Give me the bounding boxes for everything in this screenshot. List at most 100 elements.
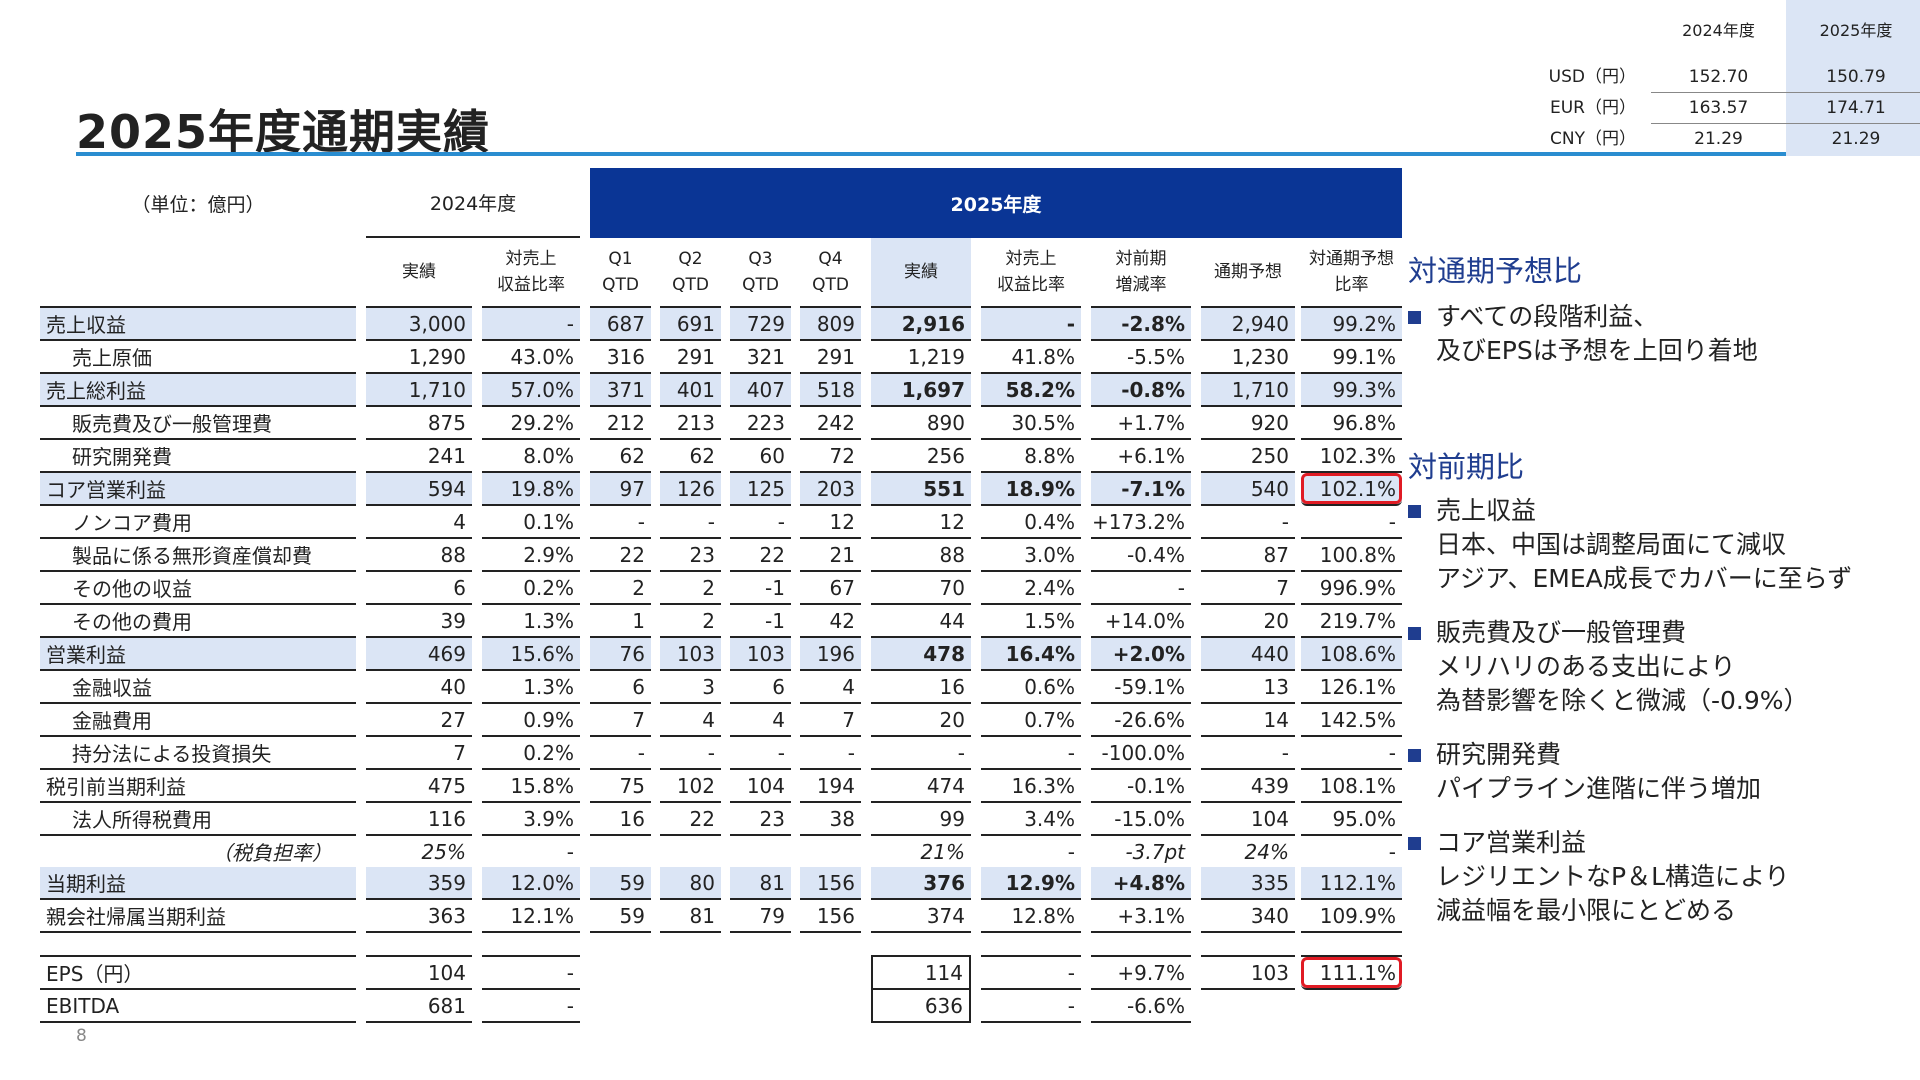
cell-q1: 371 xyxy=(590,374,651,407)
fx-row-cny: CNY（円） 21.29 21.29 xyxy=(1536,124,1920,154)
row-label: 売上収益 xyxy=(40,308,356,341)
cell-q4: 42 xyxy=(800,605,861,638)
cell-q1: 687 xyxy=(590,308,651,341)
cell-vf: 100.8% xyxy=(1301,539,1402,572)
cell-q2: 22 xyxy=(660,803,721,836)
cell-q1: 59 xyxy=(590,900,651,933)
cell-q3: - xyxy=(730,737,791,770)
cell-r25: 3.4% xyxy=(981,803,1081,836)
cell-vf xyxy=(1301,990,1402,1023)
cell-fc: - xyxy=(1201,506,1295,539)
heading-vs-prior-year: 対前期比 xyxy=(1408,450,1525,484)
cell-q1: 22 xyxy=(590,539,651,572)
row-label: EPS（円） xyxy=(40,957,356,990)
row-label: 研究開発費 xyxy=(40,440,356,473)
cell-q1: 316 xyxy=(590,341,651,374)
cell-r24: - xyxy=(482,957,580,990)
cell-fc: 1,230 xyxy=(1201,341,1295,374)
cell-q2: 80 xyxy=(660,867,721,900)
row-label: （税負担率） xyxy=(212,841,332,865)
cell-vf: 142.5% xyxy=(1301,704,1402,737)
fx-header-row: 2024年度 2025年度 xyxy=(1536,16,1920,46)
cell-q4: 203 xyxy=(800,473,861,506)
bullet-rnd: 研究開発費 パイプライン進階に伴う増加 xyxy=(1408,738,1761,806)
cell-vf: 96.8% xyxy=(1301,407,1402,440)
cell-r25: 1.5% xyxy=(981,605,1081,638)
cell-r24: 12.1% xyxy=(482,900,580,933)
cell-a25: 21% xyxy=(871,836,971,867)
cell-fc xyxy=(1201,990,1295,1023)
bullet-square-icon xyxy=(1408,627,1421,640)
cell-r24: 0.9% xyxy=(482,704,580,737)
cell-yoy: - xyxy=(1091,572,1191,605)
cell-q1 xyxy=(590,836,651,867)
cell-r24: 2.9% xyxy=(482,539,580,572)
cell-a24: 475 xyxy=(366,770,472,803)
cell-r25: 12.8% xyxy=(981,900,1081,933)
cell-q3: 22 xyxy=(730,539,791,572)
cell-yoy: +4.8% xyxy=(1091,867,1191,900)
table-row: 売上原価 1,290 43.0% 316 291 321 291 1,219 41.8% -5.5… xyxy=(40,341,1402,374)
cell-empty xyxy=(590,957,651,990)
cell-r24: 15.8% xyxy=(482,770,580,803)
cell-a24: 7 xyxy=(366,737,472,770)
cell-r24: 3.9% xyxy=(482,803,580,836)
cell-q4: 242 xyxy=(800,407,861,440)
table-row: 営業利益 469 15.6% 76 103 103 196 478 16.4% +2.0% 440 1… xyxy=(40,638,1402,671)
cell-r25: 41.8% xyxy=(981,341,1081,374)
cell-yoy: -0.1% xyxy=(1091,770,1191,803)
row-label: 営業利益 xyxy=(40,638,356,671)
table-row: 販売費及び一般管理費 875 29.2% 212 213 223 242 890 30.5% +1… xyxy=(40,407,1402,440)
cell-vf: 99.1% xyxy=(1301,341,1402,374)
cell-r25: - xyxy=(981,737,1081,770)
cell-vf: 112.1% xyxy=(1301,867,1402,900)
cell-fc: 920 xyxy=(1201,407,1295,440)
cell-q2: 2 xyxy=(660,605,721,638)
cell-q2: 62 xyxy=(660,440,721,473)
cell-a25: 256 xyxy=(871,440,971,473)
table-row: 親会社帰属当期利益 363 12.1% 59 81 79 156 374 12.8% +3.1% 3… xyxy=(40,900,1402,933)
cell-a24: 363 xyxy=(366,900,472,933)
cell-empty xyxy=(800,990,861,1023)
cell-yoy: -0.8% xyxy=(1091,374,1191,407)
cell-q2: 126 xyxy=(660,473,721,506)
cell-q3: 104 xyxy=(730,770,791,803)
col-actual-2024: 実績 xyxy=(366,238,472,308)
col-q2: Q2 QTD xyxy=(660,238,721,308)
cell-r25: - xyxy=(981,990,1081,1023)
fx-label: CNY（円） xyxy=(1550,129,1636,149)
cell-a24: 359 xyxy=(366,867,472,900)
row-label: 金融収益 xyxy=(40,671,356,704)
cell-q4: 518 xyxy=(800,374,861,407)
table-row: ノンコア費用 4 0.1% - - -12 12 0.4% +173.2% - - xyxy=(40,506,1402,539)
cell-vf: - xyxy=(1301,506,1402,539)
cell-a25: 478 xyxy=(871,638,971,671)
cell-yoy: -100.0% xyxy=(1091,737,1191,770)
cell-a24: 40 xyxy=(366,671,472,704)
row-label: 製品に係る無形資産償却費 xyxy=(40,539,356,572)
cell-q4: 67 xyxy=(800,572,861,605)
cell-vf: 99.2% xyxy=(1301,308,1402,341)
cell-q4: 38 xyxy=(800,803,861,836)
cell-q1: 16 xyxy=(590,803,651,836)
cell-a24: 875 xyxy=(366,407,472,440)
cell-q4: 156 xyxy=(800,900,861,933)
bullet-revenue: 売上収益 日本、中国は調整局面にて減収 アジア、EMEA成長でカバーに至らず xyxy=(1408,494,1852,596)
row-label: 販売費及び一般管理費 xyxy=(40,407,356,440)
header-fy2025: 2025年度 xyxy=(590,168,1402,238)
cell-a25: 474 xyxy=(871,770,971,803)
fx-label: EUR（円） xyxy=(1550,98,1636,118)
cell-q1: 2 xyxy=(590,572,651,605)
cell-a25: 44 xyxy=(871,605,971,638)
cell-r24: 0.2% xyxy=(482,572,580,605)
title-underline xyxy=(76,152,1844,156)
cell-q1: 1 xyxy=(590,605,651,638)
bullet-square-icon xyxy=(1408,311,1421,324)
cell-vf: 102.1% xyxy=(1301,473,1402,506)
cell-r25: 16.4% xyxy=(981,638,1081,671)
cell-q4 xyxy=(800,836,861,867)
cell-r25: 2.4% xyxy=(981,572,1081,605)
cell-q2: 213 xyxy=(660,407,721,440)
cell-fc: 440 xyxy=(1201,638,1295,671)
cell-r24: 29.2% xyxy=(482,407,580,440)
